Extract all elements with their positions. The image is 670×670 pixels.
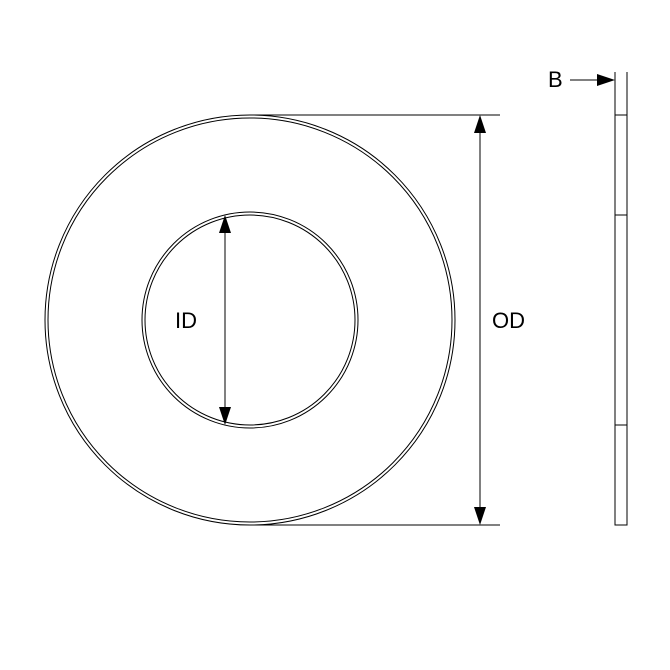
washer-outer-circle [45, 115, 455, 525]
arrowhead [219, 215, 231, 233]
arrowhead [474, 507, 486, 525]
washer-side-view [615, 115, 627, 525]
arrowhead [474, 115, 486, 133]
b-label: B [548, 67, 563, 92]
arrowhead [597, 74, 615, 86]
od-label: OD [492, 308, 525, 333]
washer-outer-circle [48, 118, 452, 522]
id-label: ID [175, 308, 197, 333]
arrowhead [219, 407, 231, 425]
